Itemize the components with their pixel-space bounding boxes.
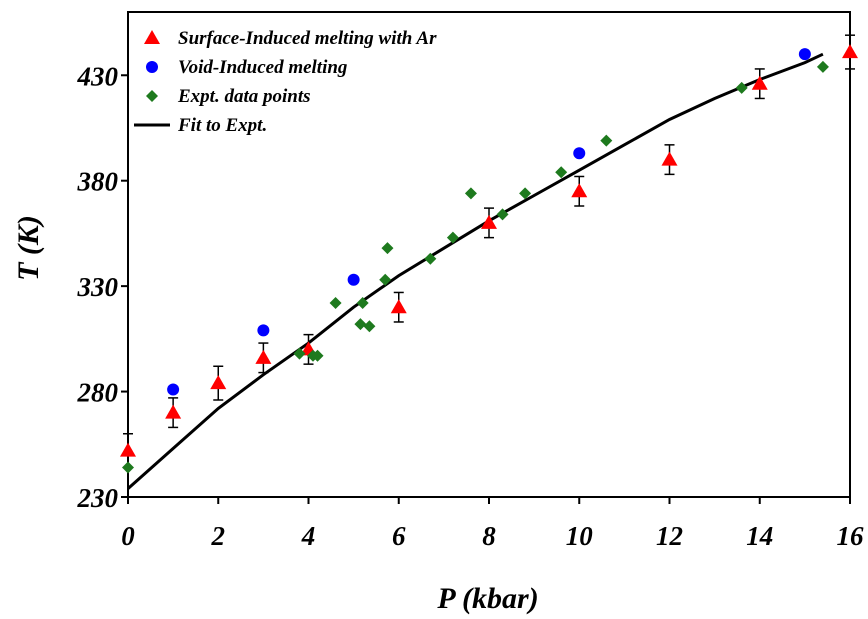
y-tick-label: 330 (77, 272, 119, 302)
diamond-point (600, 134, 613, 147)
diamond-point (311, 349, 324, 362)
diamond-point (555, 166, 568, 179)
diamond-point (424, 252, 437, 265)
x-tick-label: 0 (121, 521, 135, 551)
diamond-point (519, 187, 532, 200)
diamond-point (735, 81, 748, 94)
diamond-point (379, 273, 392, 286)
triangle-point (571, 183, 588, 198)
diamond-point (122, 461, 134, 474)
legend-label: Fit to Expt. (177, 115, 267, 136)
legend: Surface-Induced melting with Ar Void-Indu… (134, 28, 437, 136)
circle-point (573, 147, 586, 160)
y-tick-label: 280 (77, 378, 119, 408)
circle-point (347, 273, 360, 286)
circle-point (167, 383, 180, 396)
x-tick-label: 14 (746, 521, 773, 551)
y-axis-title: T (K) (12, 215, 45, 281)
legend-label: Void-Induced melting (178, 57, 347, 78)
circle-point (798, 48, 811, 61)
legend-triangle-swatch (144, 30, 160, 44)
x-tick-label: 6 (392, 521, 406, 551)
diamond-point (446, 231, 459, 244)
y-tick-label: 380 (77, 167, 119, 197)
triangle-point (751, 75, 768, 90)
diamond-point (363, 320, 376, 333)
legend-label: Surface-Induced melting with Ar (178, 28, 437, 49)
diamond-point (381, 242, 394, 255)
triangle-point (390, 299, 407, 314)
legend-diamond-swatch (146, 90, 158, 102)
diamond-point (356, 297, 369, 309)
diamond-point (464, 187, 477, 200)
triangle-point (481, 214, 497, 229)
triangle-point (210, 375, 227, 390)
triangle-point (165, 404, 182, 419)
axes (121, 11, 851, 504)
x-tick-label: 8 (482, 521, 496, 551)
triangle-point (255, 349, 272, 364)
diamond-point (329, 297, 342, 309)
triangle-point (842, 44, 858, 59)
triangle-point (661, 151, 678, 166)
x-tick-label: 10 (566, 521, 594, 551)
x-tick-label: 16 (837, 521, 865, 551)
diamond-point (354, 318, 367, 331)
legend-label: Expt. data points (177, 86, 311, 107)
triangle-point (120, 442, 136, 457)
data-marks-layer (120, 34, 858, 474)
y-tick-label: 430 (77, 61, 119, 91)
x-tick-label: 12 (656, 521, 683, 551)
x-tick-label: 4 (301, 521, 316, 551)
diamond-point (496, 208, 509, 221)
diamond-point (816, 60, 829, 73)
legend-circle-swatch (146, 61, 158, 73)
x-tick-label: 2 (211, 521, 226, 551)
diamond-point (293, 347, 306, 360)
tick-labels-layer: 230 280 330 380 430 0 2 4 6 8 10 12 14 16 (77, 61, 865, 551)
x-axis-title: P (kbar) (436, 582, 538, 615)
circle-point (257, 324, 270, 337)
y-tick-label: 230 (77, 483, 119, 513)
